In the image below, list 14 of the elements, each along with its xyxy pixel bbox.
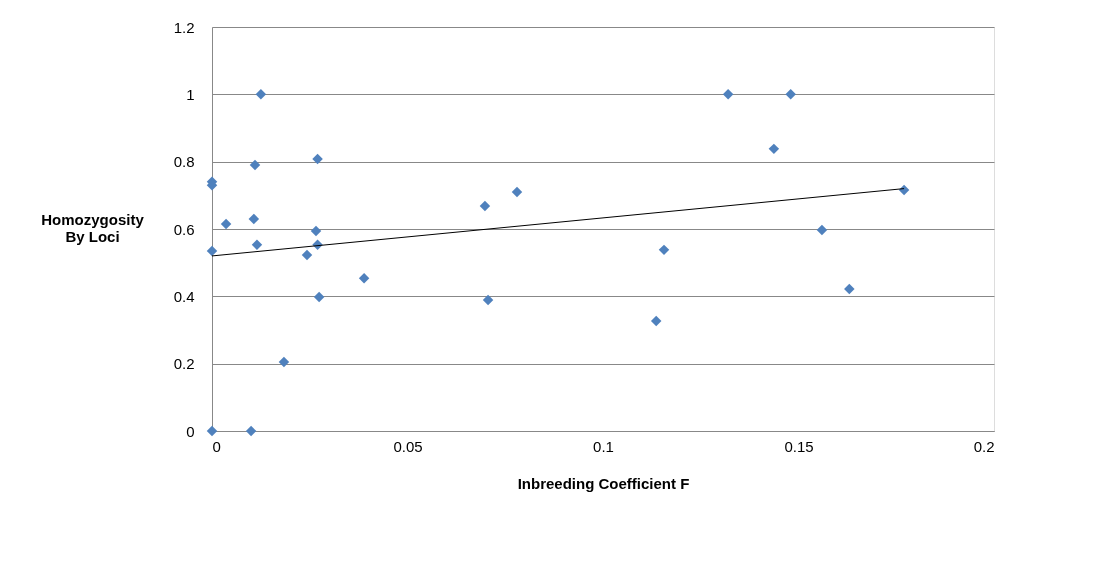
y-tick-label: 0.4 bbox=[173, 287, 195, 305]
x-axis-title: Inbreeding Coefficient F bbox=[517, 474, 690, 492]
x-tick-label: 0.15 bbox=[784, 437, 814, 455]
y-tick-label: 0.6 bbox=[173, 220, 195, 238]
y-tick-label: 0.8 bbox=[173, 153, 195, 171]
x-tick-label: 0.1 bbox=[593, 437, 614, 455]
x-tick-label: 0.2 bbox=[973, 437, 995, 455]
y-tick-label: 0.2 bbox=[173, 355, 195, 373]
y-tick-label: 0 bbox=[186, 422, 195, 440]
x-tick-label: 0.05 bbox=[393, 437, 423, 455]
y-tick-label: 1 bbox=[186, 85, 195, 103]
x-tick-label: 0 bbox=[212, 437, 221, 455]
y-axis-title: Homozygosity By Loci bbox=[41, 210, 145, 245]
y-tick-label: 1.2 bbox=[173, 18, 195, 36]
